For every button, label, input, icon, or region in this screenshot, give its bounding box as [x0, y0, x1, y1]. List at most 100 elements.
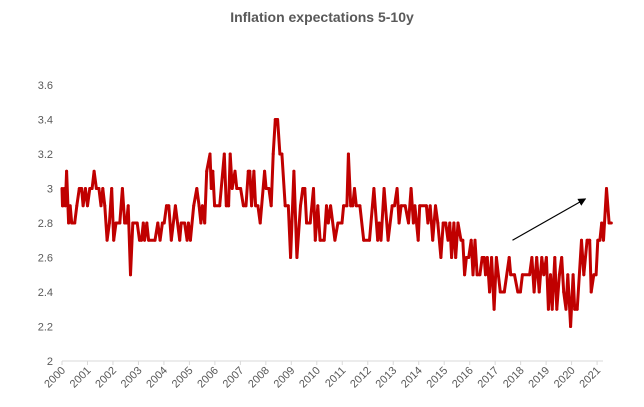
data-point — [372, 187, 376, 190]
data-point — [488, 290, 492, 294]
data-point — [135, 221, 139, 225]
data-point — [208, 152, 212, 156]
data-point — [145, 221, 149, 225]
data-point — [241, 204, 245, 208]
data-point — [448, 221, 452, 225]
data-point — [362, 238, 366, 242]
data-point — [254, 204, 258, 208]
data-point — [295, 256, 299, 259]
data-point — [520, 273, 524, 277]
data-point — [211, 169, 215, 173]
data-point — [233, 169, 237, 173]
data-point — [167, 204, 171, 208]
x-tick-label: 2018 — [501, 365, 527, 391]
data-point — [67, 221, 71, 225]
data-point — [326, 221, 330, 225]
x-tick-label: 2016 — [450, 365, 476, 391]
data-point — [143, 238, 147, 242]
data-point — [516, 290, 520, 294]
data-point — [403, 204, 407, 208]
data-point — [467, 256, 471, 259]
data-point — [60, 187, 64, 190]
data-point — [353, 187, 357, 190]
data-point — [227, 204, 231, 208]
data-point — [605, 187, 609, 190]
data-point — [164, 204, 168, 208]
data-point — [546, 307, 550, 311]
data-point — [502, 290, 506, 294]
data-point — [169, 238, 173, 242]
data-point — [444, 221, 448, 225]
x-tick-label: 2003 — [119, 365, 145, 391]
data-point — [557, 273, 561, 277]
data-point — [65, 169, 69, 173]
data-point — [235, 187, 239, 190]
data-point — [63, 204, 67, 208]
data-point — [273, 118, 277, 121]
data-point — [535, 256, 539, 259]
data-point — [192, 204, 196, 208]
data-point — [112, 238, 116, 242]
x-tick-label: 2008 — [246, 365, 272, 391]
x-tick-label: 2009 — [272, 365, 298, 391]
data-point — [107, 221, 111, 225]
data-point — [426, 221, 430, 225]
data-point — [197, 204, 201, 208]
data-point — [454, 256, 458, 259]
y-tick-label: 2.4 — [38, 287, 53, 299]
y-tick-label: 2.2 — [38, 322, 53, 334]
data-point — [478, 273, 482, 277]
data-point — [589, 290, 593, 294]
data-point — [379, 238, 383, 242]
y-tick-label: 3 — [47, 184, 53, 196]
data-point — [441, 221, 445, 225]
y-tick-label: 2 — [47, 356, 53, 368]
x-tick-label: 2002 — [93, 365, 119, 391]
data-point — [575, 307, 579, 311]
data-point — [94, 187, 98, 190]
data-point — [62, 187, 66, 190]
data-point — [183, 221, 187, 225]
data-point — [571, 273, 575, 277]
data-point — [126, 204, 130, 208]
data-point — [562, 290, 566, 294]
data-point — [263, 169, 267, 173]
data-point — [413, 204, 417, 208]
data-point — [485, 256, 489, 259]
data-point — [77, 187, 81, 190]
data-point — [203, 221, 207, 225]
data-point — [382, 187, 386, 190]
data-point — [311, 187, 315, 190]
data-point — [550, 307, 554, 311]
data-point — [548, 273, 552, 277]
data-point — [283, 204, 287, 208]
x-tick-label: 2001 — [68, 365, 94, 391]
x-tick-label: 2010 — [297, 365, 323, 391]
data-point — [494, 256, 498, 259]
y-tick-label: 3.6 — [38, 80, 53, 92]
data-point — [224, 204, 228, 208]
data-point — [179, 221, 183, 225]
data-point — [464, 256, 468, 259]
data-point — [61, 204, 65, 208]
x-tick-label: 2020 — [552, 365, 578, 391]
data-point — [99, 204, 103, 208]
x-tick-label: 2013 — [374, 365, 400, 391]
data-point — [553, 256, 557, 259]
data-point — [513, 273, 517, 277]
x-tick-label: 2005 — [170, 365, 196, 391]
data-point — [267, 187, 271, 190]
data-point — [318, 238, 322, 242]
data-point — [416, 238, 420, 242]
data-point — [609, 221, 613, 225]
data-point — [544, 256, 548, 259]
data-point — [173, 204, 177, 208]
data-point — [97, 187, 101, 190]
y-axis: 2 2.2 2.4 2.6 2.8 3 3.2 3.4 3.6 — [38, 80, 53, 368]
data-point — [256, 204, 260, 208]
data-point — [269, 204, 273, 208]
data-point — [473, 238, 477, 242]
data-point — [324, 204, 328, 208]
data-point — [258, 221, 262, 225]
data-point — [498, 290, 502, 294]
